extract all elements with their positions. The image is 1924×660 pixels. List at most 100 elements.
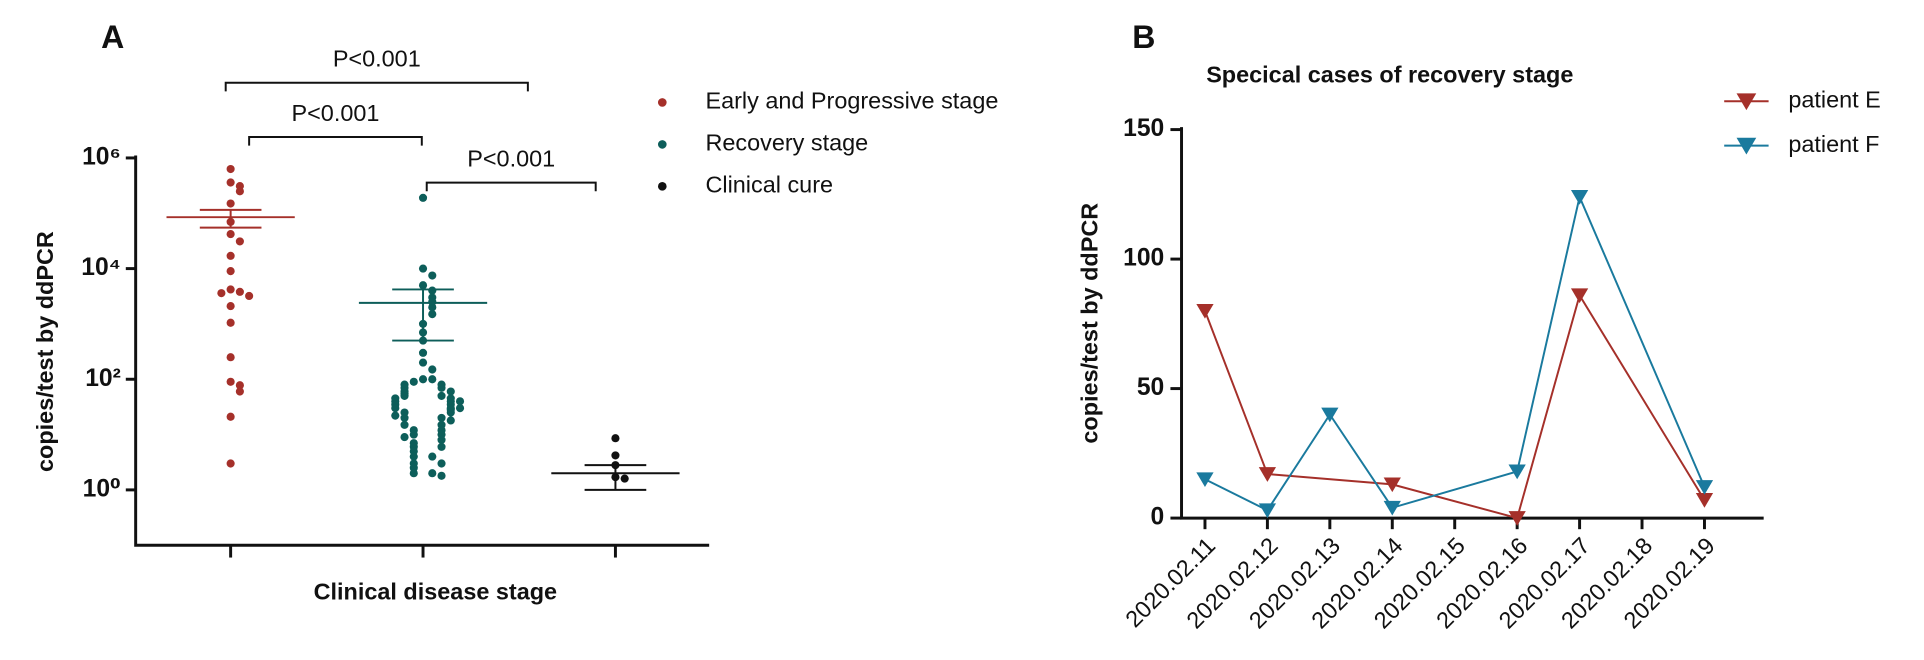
y-tick-label: 100 <box>1123 245 1164 272</box>
annotation: P<0.001 <box>467 146 555 172</box>
data-point <box>226 459 235 468</box>
legend-label: patient E <box>1788 86 1880 112</box>
y-tick-label: 10² <box>85 365 121 392</box>
marker <box>1196 303 1214 319</box>
data-point <box>611 451 620 460</box>
data-point <box>437 471 446 480</box>
annotation: P<0.001 <box>333 46 421 72</box>
y-tick-label: 10⁰ <box>83 475 121 502</box>
data-point <box>428 469 437 478</box>
data-point <box>455 397 465 406</box>
marker <box>1570 190 1589 205</box>
data-point <box>400 413 409 422</box>
significance-bracket <box>224 81 529 92</box>
data-point <box>428 365 437 374</box>
data-point <box>226 178 235 187</box>
data-point <box>437 435 446 445</box>
marker <box>1570 288 1589 304</box>
y-tick-label: 150 <box>1123 115 1164 142</box>
data-point <box>226 353 235 362</box>
marker <box>1383 477 1401 493</box>
y-tick-label: 50 <box>1137 374 1164 401</box>
data-point <box>437 383 446 392</box>
data-point <box>226 285 235 294</box>
panel-label: B <box>1132 19 1155 55</box>
legend-label: Recovery stage <box>705 130 868 156</box>
data-point <box>226 412 235 421</box>
data-point <box>437 391 446 400</box>
data-point <box>226 251 235 260</box>
legend-marker <box>657 140 667 149</box>
marker <box>1258 503 1277 519</box>
legend-label: Early and Progressive stage <box>705 88 998 114</box>
data-point <box>400 391 409 400</box>
data-point <box>409 377 418 386</box>
legend-label: patient F <box>1788 131 1879 157</box>
data-point <box>391 411 400 420</box>
axes <box>134 155 710 547</box>
marker <box>1321 407 1339 423</box>
data-point <box>418 358 428 367</box>
data-point <box>455 404 465 413</box>
data-point <box>235 381 244 390</box>
data-point <box>400 433 409 442</box>
legend-marker <box>657 182 667 191</box>
data-point <box>611 434 620 443</box>
error-bar <box>584 464 647 491</box>
y-axis-label: copies/test by ddPCR <box>32 231 58 472</box>
data-point <box>226 164 235 174</box>
data-point <box>418 375 428 384</box>
data-point <box>418 348 428 357</box>
data-point <box>226 318 235 327</box>
data-point <box>428 271 437 280</box>
data-point <box>217 289 226 298</box>
panel-label: A <box>101 19 124 55</box>
data-point <box>226 267 235 276</box>
data-point <box>235 187 244 196</box>
data-point <box>446 387 455 396</box>
error-bar <box>392 288 454 342</box>
y-tick-label: 10⁶ <box>82 143 121 170</box>
marker <box>1383 500 1401 516</box>
y-axis-label: copies/test by ddPCR <box>1077 203 1103 444</box>
data-point <box>418 281 428 290</box>
legend-marker <box>1736 93 1757 111</box>
data-point <box>235 387 244 396</box>
data-point <box>437 413 446 422</box>
data-point <box>428 452 437 461</box>
data-point <box>428 375 437 384</box>
data-point <box>226 302 235 311</box>
data-point <box>226 230 235 239</box>
legend-marker <box>657 98 667 107</box>
data-point <box>245 291 254 301</box>
legend-marker <box>1736 137 1757 155</box>
marker <box>1695 493 1714 508</box>
marker <box>1196 472 1214 488</box>
legend-label: Clinical cure <box>705 172 833 198</box>
significance-bracket <box>425 181 597 192</box>
data-point <box>226 377 235 386</box>
line <box>1204 193 1706 512</box>
annotation: P<0.001 <box>292 100 380 126</box>
axes <box>1180 127 1764 520</box>
data-point <box>391 404 400 413</box>
marker <box>1508 464 1526 480</box>
chart-title: Specical cases of recovery stage <box>1206 62 1573 88</box>
data-point <box>409 430 418 439</box>
data-point <box>446 408 455 417</box>
data-point <box>620 474 629 483</box>
data-point <box>418 264 428 273</box>
data-point <box>446 416 455 425</box>
significance-bracket <box>248 135 423 146</box>
error-bar <box>199 208 262 229</box>
x-axis-label: Clinical disease stage <box>314 579 557 605</box>
y-tick-label: 0 <box>1151 504 1165 531</box>
data-point <box>400 420 409 429</box>
data-point <box>428 310 437 319</box>
data-point <box>409 452 418 461</box>
data-point <box>235 287 244 296</box>
data-point <box>409 469 418 478</box>
y-tick-label: 10⁴ <box>81 254 121 281</box>
data-point <box>428 303 437 312</box>
